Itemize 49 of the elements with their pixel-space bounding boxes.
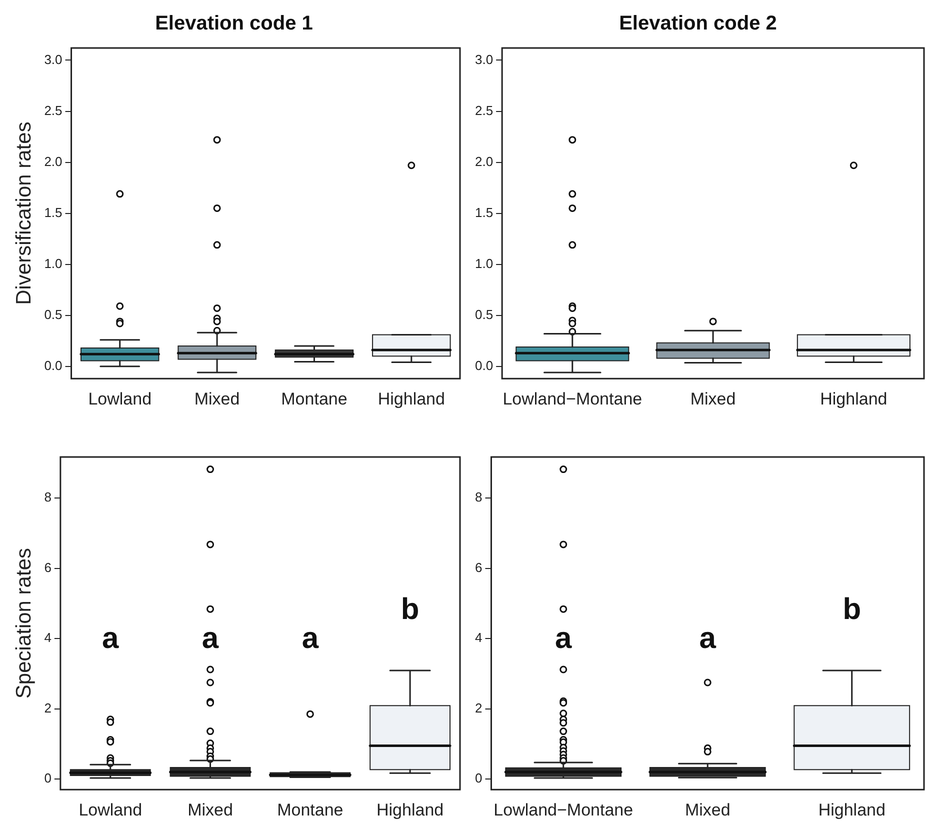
annotation: a bbox=[699, 622, 716, 656]
x-tick-label: Lowland−Montane bbox=[494, 800, 634, 820]
y-tick-label: 2 bbox=[44, 700, 52, 716]
y-tick-label: 1.0 bbox=[44, 256, 62, 271]
x-tick-label: Highland bbox=[818, 800, 886, 820]
x-tick-label: Montane bbox=[281, 389, 348, 408]
x-tick-label: Lowland bbox=[88, 389, 152, 408]
y-tick-label: 1.0 bbox=[474, 256, 494, 271]
x-tick-label: Mixed bbox=[194, 389, 240, 408]
x-tick-label: Highland bbox=[378, 389, 445, 408]
y-axis-title: Diversification rates bbox=[12, 122, 36, 305]
y-tick-label: 2.0 bbox=[44, 154, 62, 169]
annotation: b bbox=[400, 592, 420, 626]
y-tick-label: 0 bbox=[474, 770, 482, 786]
y-tick-label: 6 bbox=[44, 560, 52, 575]
annotation: a bbox=[202, 622, 219, 656]
chart-title: Elevation code 1 bbox=[155, 12, 313, 35]
annotation: a bbox=[555, 622, 572, 656]
y-tick-label: 0.0 bbox=[474, 358, 494, 373]
y-tick-label: 2 bbox=[474, 700, 482, 716]
chart-title: Elevation code 2 bbox=[619, 12, 777, 35]
y-tick-label: 2.0 bbox=[474, 154, 494, 169]
y-tick-label: 0.5 bbox=[44, 306, 62, 322]
y-tick-label: 8 bbox=[44, 490, 52, 505]
annotation: a bbox=[302, 622, 319, 656]
y-tick-label: 2.5 bbox=[474, 102, 494, 118]
x-tick-label: Highland bbox=[820, 389, 888, 408]
y-tick-label: 4 bbox=[474, 630, 482, 646]
x-tick-label: Lowland bbox=[78, 800, 142, 820]
x-tick-label: Mixed bbox=[690, 389, 736, 408]
x-tick-label: Highland bbox=[376, 800, 444, 820]
y-axis-title: Speciation rates bbox=[12, 548, 36, 699]
x-tick-label: Montane bbox=[277, 800, 344, 820]
y-tick-label: 3.0 bbox=[474, 52, 494, 67]
annotation: a bbox=[102, 622, 120, 656]
y-tick-label: 3.0 bbox=[44, 52, 62, 67]
x-tick-label: Mixed bbox=[188, 800, 233, 820]
y-tick-label: 1.5 bbox=[44, 204, 62, 220]
y-tick-label: 4 bbox=[44, 630, 52, 646]
y-tick-label: 2.5 bbox=[44, 102, 62, 118]
x-tick-label: Lowland−Montane bbox=[502, 389, 642, 408]
y-tick-label: 6 bbox=[474, 560, 482, 575]
y-tick-label: 0 bbox=[44, 770, 52, 786]
annotation: b bbox=[842, 592, 862, 626]
y-tick-label: 8 bbox=[474, 490, 482, 505]
x-tick-label: Mixed bbox=[684, 800, 730, 820]
y-tick-label: 0.5 bbox=[474, 306, 494, 322]
y-tick-label: 1.5 bbox=[474, 204, 494, 220]
y-tick-label: 0.0 bbox=[44, 358, 62, 373]
